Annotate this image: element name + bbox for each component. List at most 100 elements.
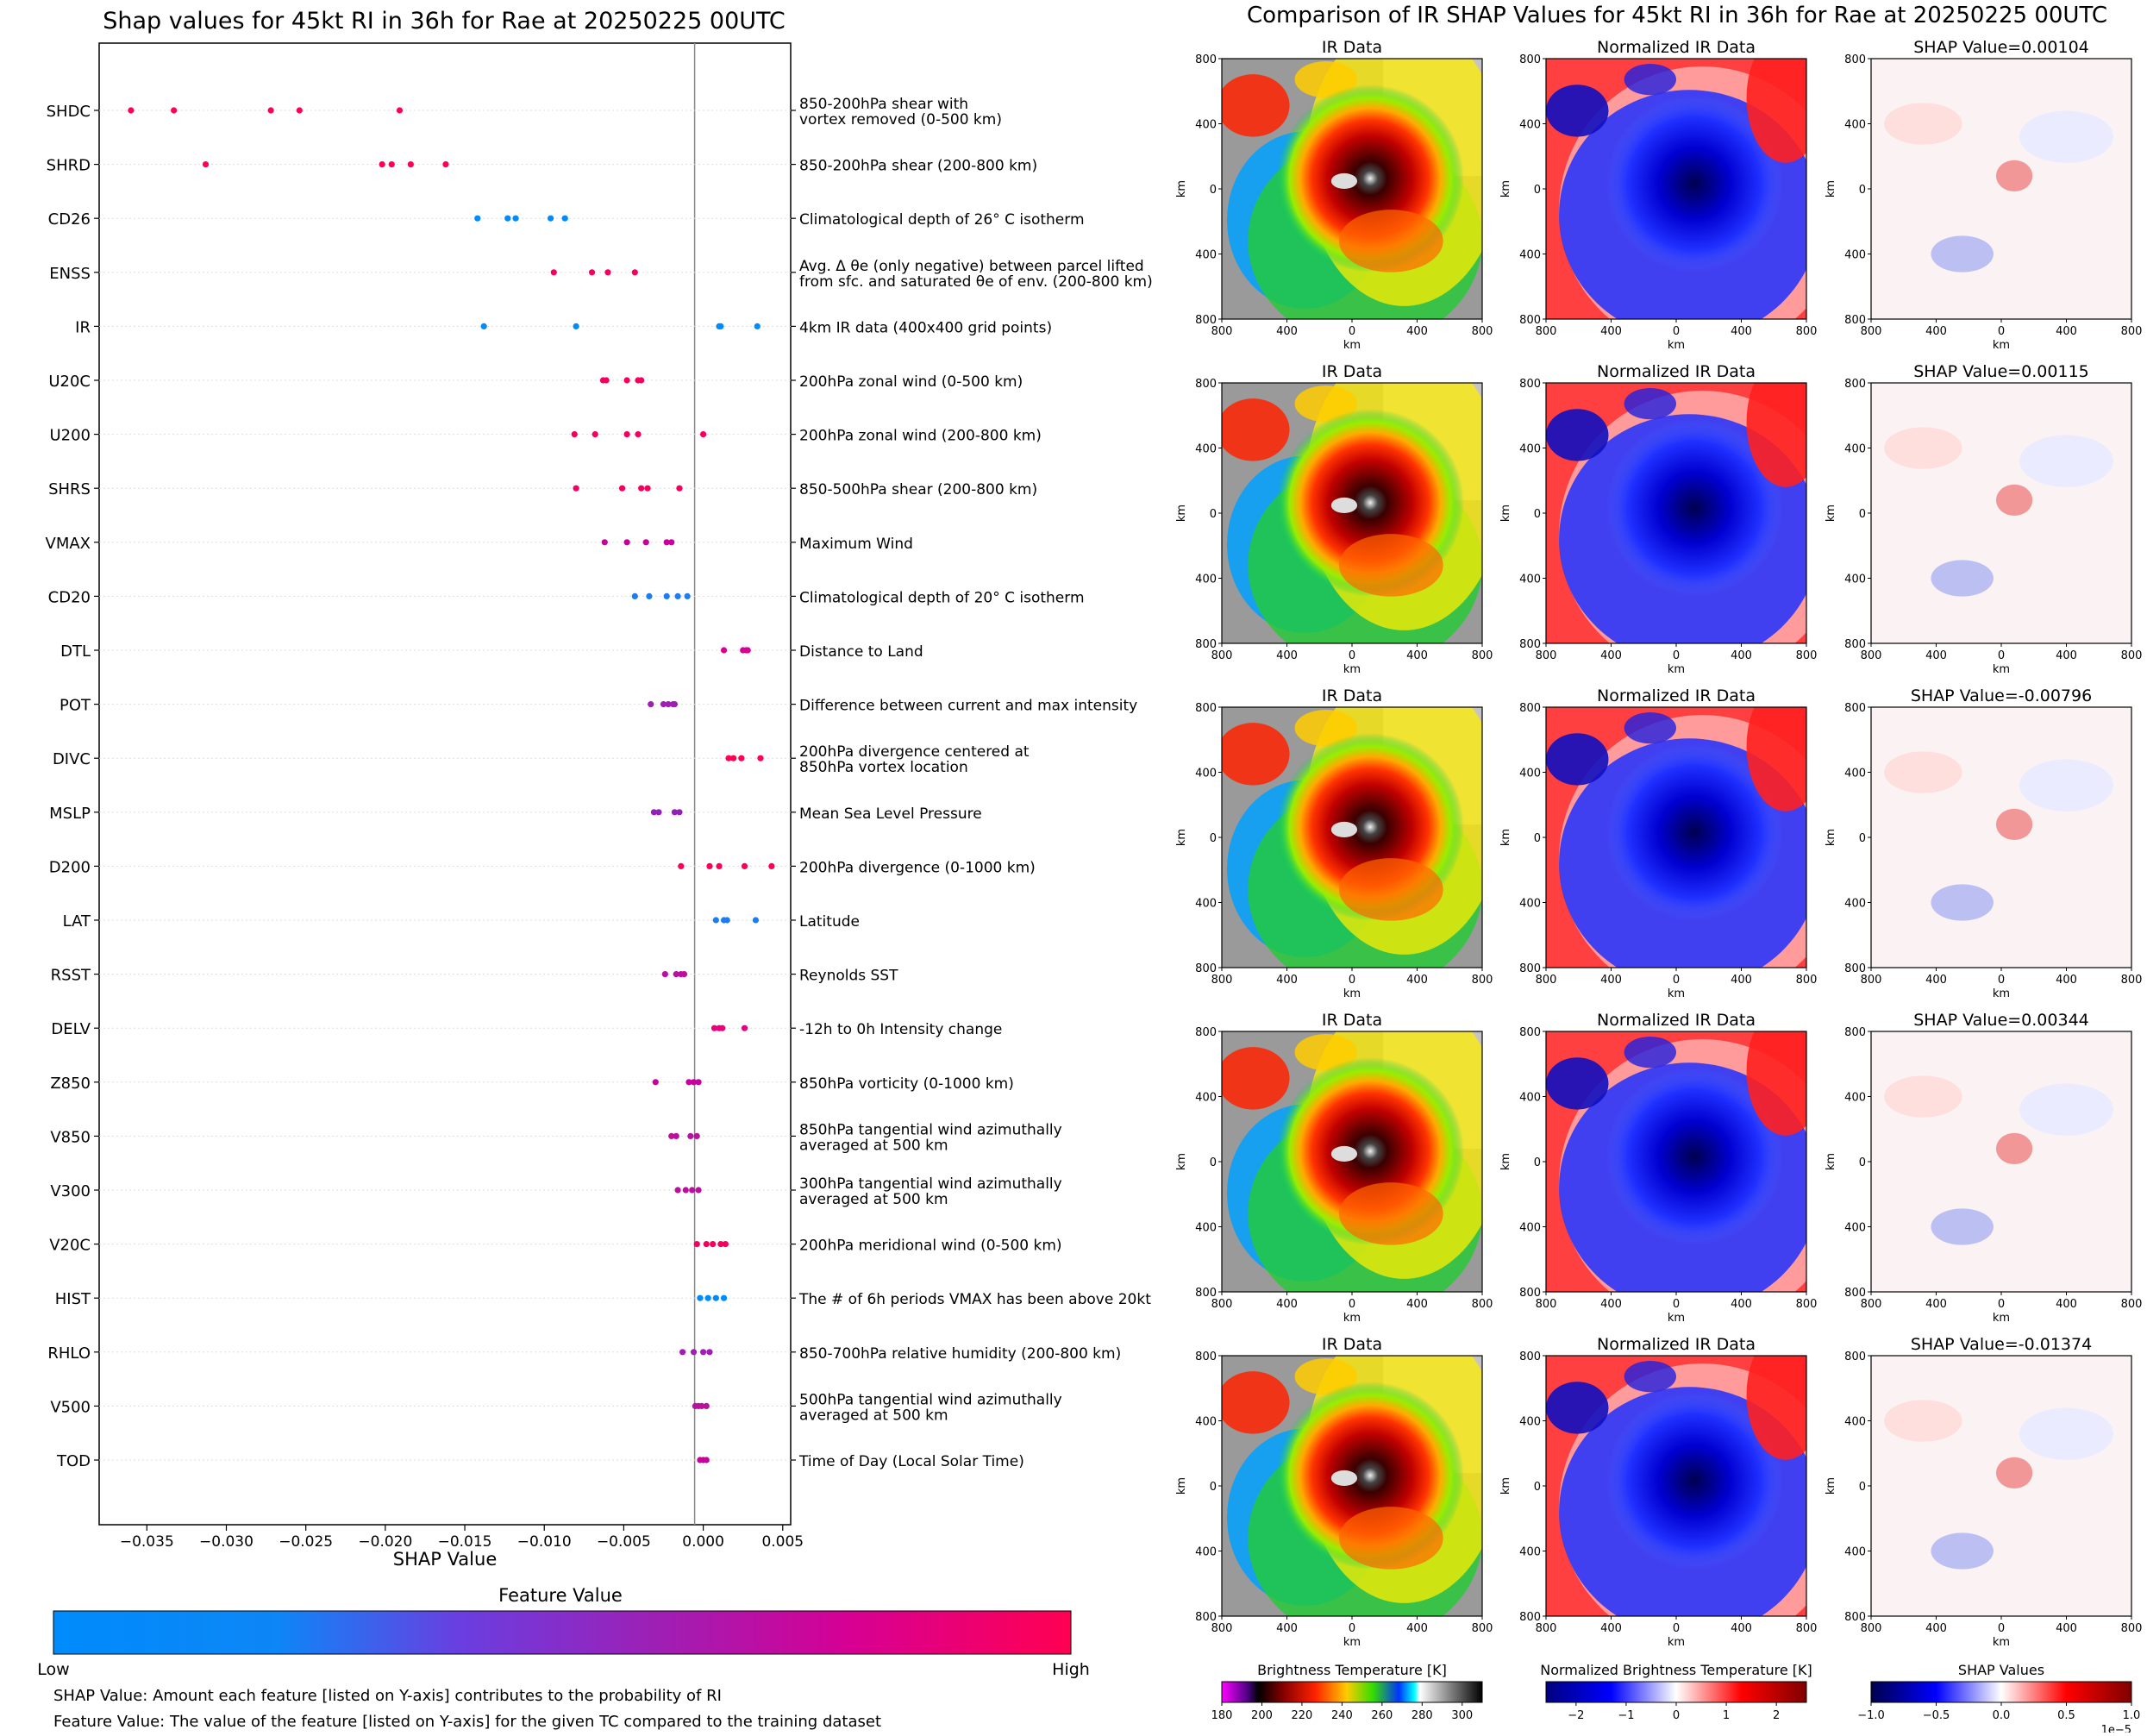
panel-x-tick-label: 800 <box>1472 649 1493 662</box>
image-colorbar-tick-label: 0 <box>1673 1709 1680 1722</box>
shap-point <box>710 1241 717 1248</box>
panel-y-label: km <box>1499 1477 1512 1495</box>
image-colorbar-tick-label: 220 <box>1292 1709 1313 1722</box>
panel-x-tick-label: 400 <box>2056 649 2077 662</box>
panel-x-tick-label: 400 <box>1600 325 1622 338</box>
panel-x-tick-label: 0 <box>1673 325 1680 338</box>
feature-description: 850hPa tangential wind azimuthally <box>799 1121 1062 1138</box>
panel-x-tick-label: 400 <box>1276 1622 1298 1635</box>
image-colorbar-offset: 1e−5 <box>2101 1724 2131 1733</box>
panel-title: IR Data <box>1322 1011 1382 1030</box>
shap-point <box>717 323 724 329</box>
feature-description: Climatological depth of 26° C isotherm <box>799 211 1085 229</box>
feature-name-label: DTL <box>60 642 91 661</box>
feature-description: Distance to Land <box>799 643 923 661</box>
panel-y-tick-label: 400 <box>1844 573 1866 586</box>
shap-point <box>663 592 670 600</box>
panel-x-tick-label: 800 <box>1211 325 1233 338</box>
panel-y-label: km <box>1175 180 1188 197</box>
panel-y-tick-label: 400 <box>1519 1222 1541 1235</box>
image-colorbar-tick-label: 300 <box>1451 1709 1473 1722</box>
panel-x-tick-label: 400 <box>2056 1298 2077 1311</box>
image-colorbar-tick-label: 180 <box>1211 1709 1233 1722</box>
image-colorbar: SHAP Values −1.0 −0.5 0.0 0.5 1.0 1e−5 <box>1857 1662 2140 1736</box>
panel-y-tick-label: 400 <box>1844 443 1866 456</box>
panel-x-label: km <box>1343 987 1361 1000</box>
shap-point <box>604 269 611 276</box>
shap-point <box>676 485 683 492</box>
panel-y-tick-label: 0 <box>1859 184 1866 197</box>
shap-point <box>668 1132 675 1139</box>
panel-x-tick-label: 400 <box>2056 325 2077 338</box>
feature-description: 850-500hPa shear (200-800 km) <box>799 481 1037 498</box>
panel-y-tick-label: 800 <box>1844 1026 1866 1039</box>
shap-point <box>768 862 775 870</box>
feature-name-label: HIST <box>55 1290 91 1308</box>
image-colorbar-gradient <box>1545 1681 1807 1703</box>
feature-description: 500hPa tangential wind azimuthally <box>799 1391 1062 1408</box>
panel-x-label: km <box>1668 987 1685 1000</box>
shap-point <box>693 1132 700 1139</box>
shap-point <box>720 1294 728 1301</box>
panel-x-tick-label: 400 <box>1276 974 1298 987</box>
panel-x-tick-label: 800 <box>2121 1298 2143 1311</box>
shap-panel: SHAP Value=0.001158008004004000040040080… <box>1825 362 2142 676</box>
panel-y-tick-label: 800 <box>1519 1611 1541 1624</box>
feature-name-label: CD20 <box>48 588 91 606</box>
panel-x-tick-label: 800 <box>2121 325 2143 338</box>
panel-x-tick-label: 400 <box>2056 974 2077 987</box>
shap-point <box>704 1294 711 1301</box>
panel-x-tick-label: 800 <box>1861 649 1882 662</box>
shap-point <box>296 107 303 114</box>
shap-point <box>741 1025 748 1031</box>
feature-description: -12h to 0h Intensity change <box>799 1021 1002 1038</box>
panel-x-label: km <box>1668 1312 1685 1325</box>
footnote-shap: SHAP Value: Amount each feature [listed … <box>53 1687 722 1705</box>
panel-x-tick-label: 800 <box>1861 1622 1882 1635</box>
image-colorbar-tick-label: 1 <box>1723 1709 1730 1722</box>
shap-point <box>128 107 135 114</box>
norm-panel: Normalized IR Data8008004004000040040080… <box>1499 38 1817 352</box>
shap-point <box>379 161 385 168</box>
panel-x-tick-label: 0 <box>1673 649 1680 662</box>
panel-y-tick-label: 800 <box>1844 1287 1866 1300</box>
norm-image <box>1546 707 1806 968</box>
image-colorbar-tick-label: 0.0 <box>1993 1709 2011 1722</box>
feature-description: 850-200hPa shear (200-800 km) <box>799 158 1037 175</box>
image-colorbar-tick-label: 240 <box>1331 1709 1353 1722</box>
panel-y-tick-label: 400 <box>1195 1546 1217 1559</box>
feature-description: 850-200hPa shear with <box>799 96 968 113</box>
colorbar-high-label: High <box>1052 1660 1090 1679</box>
panel-y-tick-label: 800 <box>1195 378 1217 391</box>
panel-y-tick-label: 400 <box>1195 119 1217 132</box>
panel-x-label: km <box>1668 339 1685 352</box>
panel-x-label: km <box>1993 663 2010 676</box>
panel-y-label: km <box>1499 1153 1512 1170</box>
panel-y-tick-label: 0 <box>1859 1481 1866 1494</box>
panel-y-tick-label: 0 <box>1210 832 1217 845</box>
feature-name-label: RSST <box>51 967 91 985</box>
shap-point <box>601 539 608 546</box>
image-colorbar-tick-label: −2 <box>1568 1709 1584 1722</box>
shap-point <box>689 1187 696 1194</box>
panel-y-tick-label: 400 <box>1844 1222 1866 1235</box>
norm-image <box>1546 1031 1806 1292</box>
norm-image <box>1546 1356 1806 1616</box>
norm-panel: Normalized IR Data8008004004000040040080… <box>1499 1011 1817 1325</box>
shap-point <box>267 107 274 114</box>
panel-y-tick-label: 800 <box>1195 314 1217 327</box>
panel-x-tick-label: 400 <box>1406 649 1428 662</box>
x-tick-label: 0.000 <box>682 1533 724 1551</box>
image-colorbar: Brightness Temperature [K] 180 200 220 240 26… <box>1211 1662 1483 1722</box>
feature-description: 4km IR data (400x400 grid points) <box>799 319 1052 336</box>
panel-x-tick-label: 400 <box>1276 325 1298 338</box>
panel-y-tick-label: 400 <box>1195 768 1217 780</box>
shap-panel: SHAP Value=0.003448008004004000040040080… <box>1825 1011 2142 1325</box>
panel-x-tick-label: 800 <box>1861 1298 1882 1311</box>
panel-title: Normalized IR Data <box>1597 1335 1756 1354</box>
panel-y-tick-label: 800 <box>1844 53 1866 66</box>
right-chart-title: Comparison of IR SHAP Values for 45kt RI… <box>1247 3 2107 28</box>
panel-x-tick-label: 800 <box>2121 1622 2143 1635</box>
